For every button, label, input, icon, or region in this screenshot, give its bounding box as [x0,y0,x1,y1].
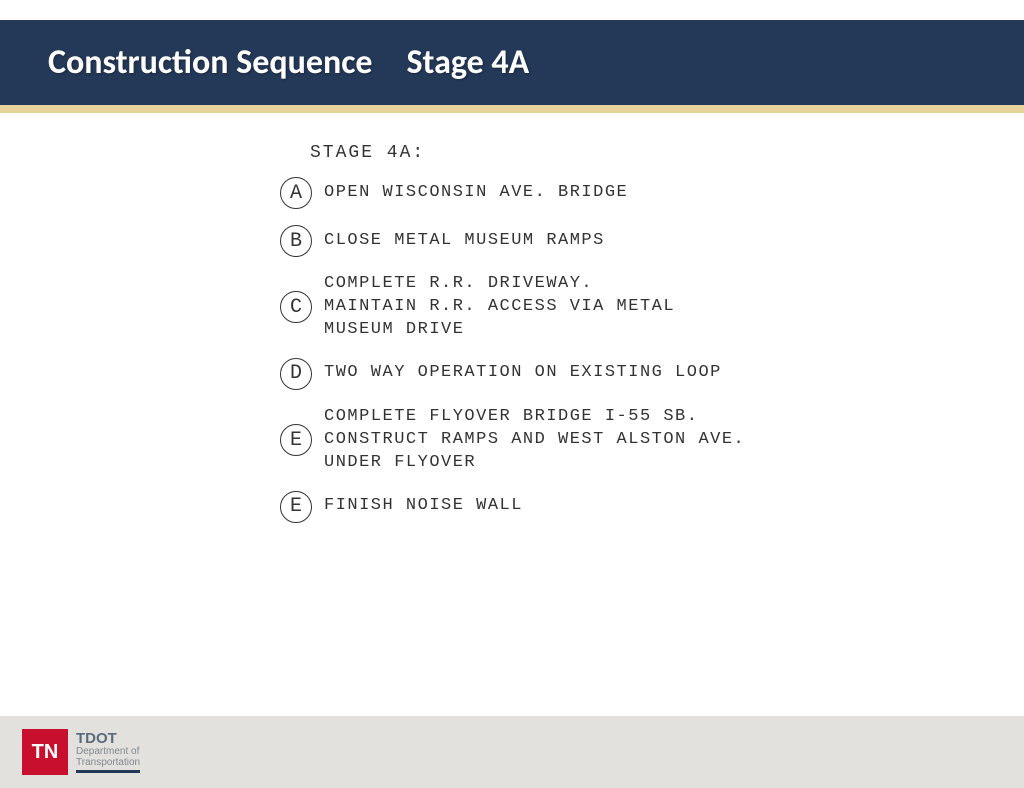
marker-circle: C [280,291,312,323]
item-text: COMPLETE FLYOVER BRIDGE I-55 SB. CONSTRU… [324,406,745,475]
dept-block: TDOT Department of Transportation [76,731,140,773]
tn-badge: TN [22,729,68,775]
item-text: CLOSE METAL MUSEUM RAMPS [324,230,605,253]
marker-circle: D [280,358,312,390]
marker-circle: A [280,177,312,209]
accent-bar [0,105,1024,113]
dept-line2: Transportation [76,757,140,768]
list-item: C COMPLETE R.R. DRIVEWAY. MAINTAIN R.R. … [280,273,1024,342]
item-text: TWO WAY OPERATION ON EXISTING LOOP [324,362,722,385]
stage-label: STAGE 4A: [310,143,1024,163]
dept-abbr: TDOT [76,731,140,746]
list-item: A OPEN WISCONSIN AVE. BRIDGE [280,177,1024,209]
slide-header: Construction Sequence Stage 4A [0,20,1024,105]
marker-circle: B [280,225,312,257]
content-area: STAGE 4A: A OPEN WISCONSIN AVE. BRIDGE B… [0,113,1024,523]
item-text: COMPLETE R.R. DRIVEWAY. MAINTAIN R.R. AC… [324,273,675,342]
dept-line1: Department of [76,746,140,757]
marker-circle: E [280,491,312,523]
footer-bar: TN TDOT Department of Transportation [0,716,1024,788]
slide-title: Construction Sequence Stage 4A [48,42,976,83]
list-item: E FINISH NOISE WALL [280,491,1024,523]
list-item: E COMPLETE FLYOVER BRIDGE I-55 SB. CONST… [280,406,1024,475]
marker-circle: E [280,424,312,456]
item-text: OPEN WISCONSIN AVE. BRIDGE [324,182,628,205]
list-item: B CLOSE METAL MUSEUM RAMPS [280,225,1024,257]
item-text: FINISH NOISE WALL [324,495,523,518]
list-item: D TWO WAY OPERATION ON EXISTING LOOP [280,358,1024,390]
